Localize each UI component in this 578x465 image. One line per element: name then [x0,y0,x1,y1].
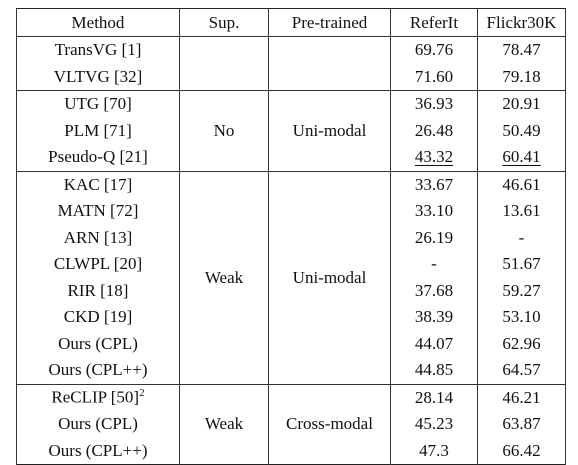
flickr-cell: 51.67 [477,251,566,278]
sup-cell [179,36,269,91]
referit-cell: 69.76 [390,36,478,64]
flickr-cell: 46.21 [477,384,566,411]
pretrained-cell: Uni-modal [268,90,391,171]
referit-cell: 33.67 [390,171,478,198]
results-table: Method Sup. Pre-trained ReferIt Flickr30… [16,8,566,465]
referit-cell: 28.14 [390,384,478,411]
table-row: Ours (CPL) 45.23 63.87 [16,411,566,438]
method-cell: TransVG [1] [16,36,180,64]
flickr-cell: 60.41 [477,144,566,171]
table-group: TransVG [1] 69.76 78.47 VLTVG [32] 71.60 79.1… [16,36,566,91]
header-sup: Sup. [179,8,269,37]
referit-cell: 45.23 [390,411,478,438]
referit-cell: 47.3 [390,437,478,465]
table-row: CKD [19] 38.39 53.10 [16,304,566,331]
flickr-cell: 63.87 [477,411,566,438]
table-row: RIR [18] 37.68 59.27 [16,277,566,304]
table-row: MATN [72] 33.10 13.61 [16,198,566,225]
pretrained-cell [268,36,391,91]
method-cell: RIR [18] [16,277,180,304]
referit-cell: 26.48 [390,117,478,144]
referit-cell: 37.68 [390,277,478,304]
method-cell: CKD [19] [16,304,180,331]
table-row: Pseudo-Q [21] 43.32 60.41 [16,144,566,171]
method-cell: VLTVG [32] [16,63,180,91]
header-flickr: Flickr30K [477,8,566,37]
table-row: VLTVG [32] 71.60 79.18 [16,63,566,91]
table-row: UTG [70] No Uni-modal 36.93 20.91 [16,90,566,171]
method-cell: MATN [72] [16,198,180,225]
referit-cell: - [390,251,478,278]
referit-cell: 44.85 [390,357,478,384]
flickr-cell: 13.61 [477,198,566,225]
method-cell: CLWPL [20] [16,251,180,278]
table-row: Ours (CPL++) 47.3 66.42 [16,437,566,465]
flickr-cell: 59.27 [477,277,566,304]
method-cell: UTG [70] [16,90,180,118]
flickr-cell: - [477,224,566,251]
header-row: Method Sup. Pre-trained ReferIt Flickr30… [16,8,566,37]
method-cell: PLM [71] [16,117,180,144]
method-cell: ReCLIP [50]2 [16,384,180,411]
table-group: UTG [70] No Uni-modal 36.93 20.91 PLM [71] 26.… [16,90,566,171]
pretrained-cell: Cross-modal [268,384,391,465]
table-row: CLWPL [20] -51.67 [16,251,566,278]
method-cell: Ours (CPL) [16,330,180,357]
referit-cell: 44.07 [390,330,478,357]
flickr-cell: 50.49 [477,117,566,144]
flickr-cell: 78.47 [477,36,566,64]
flickr-cell: 53.10 [477,304,566,331]
table-row: ARN [13] 26.19- [16,224,566,251]
referit-cell: 26.19 [390,224,478,251]
flickr-cell: 79.18 [477,63,566,91]
flickr-cell: 46.61 [477,171,566,198]
method-cell: Ours (CPL++) [16,437,180,465]
header-pretrained: Pre-trained [268,8,391,37]
flickr-cell: 66.42 [477,437,566,465]
referit-cell: 36.93 [390,90,478,118]
method-cell: Ours (CPL++) [16,357,180,384]
table-row: Ours (CPL++) 44.85 64.57 [16,357,566,384]
flickr-cell: 20.91 [477,90,566,118]
method-cell: KAC [17] [16,171,180,198]
table-group: ReCLIP [50]2 Weak Cross-modal 28.14 46.21 Our… [16,384,566,465]
sup-cell: Weak [179,384,269,465]
referit-cell: 71.60 [390,63,478,91]
method-cell: ARN [13] [16,224,180,251]
referit-cell: 33.10 [390,198,478,225]
table-row: ReCLIP [50]2 Weak Cross-modal 28.14 46.21 [16,384,566,465]
method-cell: Ours (CPL) [16,411,180,438]
footnote-marker: 2 [139,387,145,400]
header-referit: ReferIt [390,8,478,37]
sup-cell: Weak [179,171,269,384]
referit-cell: 38.39 [390,304,478,331]
pretrained-cell: Uni-modal [268,171,391,384]
table-row: TransVG [1] 69.76 78.47 [16,36,566,91]
flickr-cell: 64.57 [477,357,566,384]
referit-cell: 43.32 [390,144,478,171]
table-group: KAC [17] Weak Uni-modal 33.67 46.61 MATN [72]… [16,171,566,384]
flickr-cell: 62.96 [477,330,566,357]
table-row: Ours (CPL) 44.07 62.96 [16,330,566,357]
sup-cell: No [179,90,269,171]
method-cell: Pseudo-Q [21] [16,144,180,171]
table-header: Method Sup. Pre-trained ReferIt Flickr30… [16,8,566,37]
header-method: Method [16,8,180,37]
table-row: KAC [17] Weak Uni-modal 33.67 46.61 [16,171,566,384]
table-row: PLM [71] 26.48 50.49 [16,117,566,144]
